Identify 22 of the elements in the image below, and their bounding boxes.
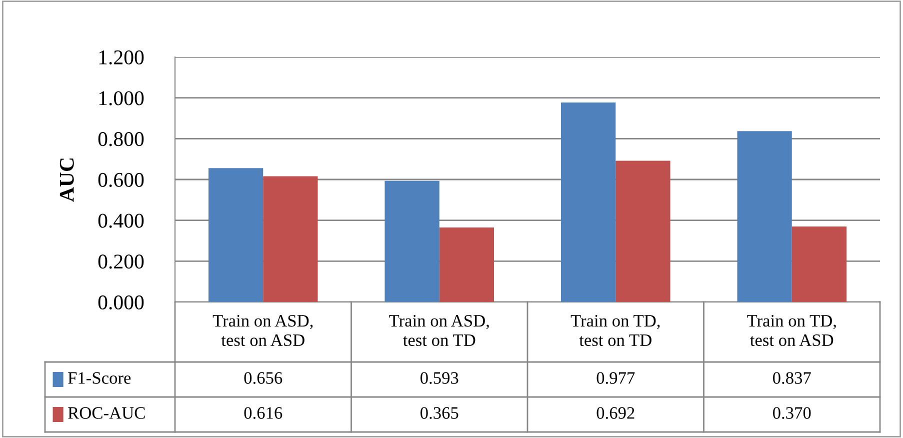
data-label: 0.365 — [420, 407, 458, 419]
x-tick-label: Train on ASD, test on TD — [389, 315, 489, 346]
x-tick-label: Train on TD, test on TD — [570, 315, 660, 346]
data-label: 0.837 — [773, 372, 811, 384]
legend-label: ROC-AUC — [68, 407, 145, 419]
y-tick-label: 0.800 — [98, 132, 144, 146]
y-tick-label: 0.600 — [98, 172, 144, 188]
legend-label: F1-Score — [68, 372, 131, 384]
data-label: 0.616 — [244, 407, 282, 419]
data-label: 0.656 — [244, 372, 282, 384]
data-label: 0.370 — [773, 407, 811, 419]
data-label: 0.593 — [420, 372, 458, 384]
y-axis-title: AUC — [60, 158, 74, 202]
y-tick-label: 0.000 — [98, 295, 144, 310]
x-tick-label: Train on TD, test on ASD — [747, 315, 836, 346]
y-tick-label: 1.000 — [99, 91, 144, 106]
data-label: 0.692 — [596, 407, 634, 419]
y-tick-label: 1.200 — [99, 50, 144, 65]
y-tick-label: 0.400 — [98, 214, 144, 228]
y-tick-label: 0.200 — [98, 254, 144, 269]
x-tick-label: Train on ASD, test on ASD — [212, 315, 313, 346]
data-label: 0.977 — [596, 372, 635, 384]
